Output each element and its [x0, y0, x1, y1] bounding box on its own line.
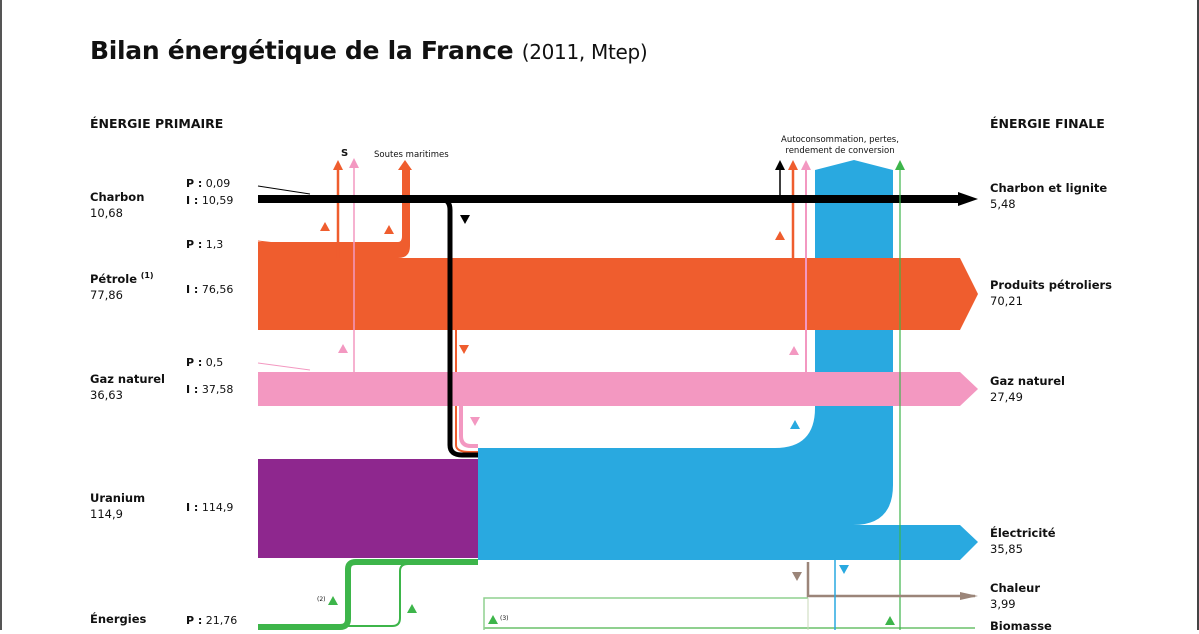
triangle-up-icon	[885, 616, 895, 625]
header-primary: ÉNERGIE PRIMAIRE	[90, 116, 224, 131]
charbon-i: I : 10,59	[186, 194, 234, 207]
note-2: (2)	[317, 596, 326, 603]
renouvelables-chaleur	[483, 597, 808, 630]
label-soutes-maritimes: Soutes maritimes	[374, 150, 449, 160]
flow-electricite	[478, 160, 978, 560]
label-autoconsommation: Autoconsommation, pertes, rendement de co…	[770, 135, 910, 157]
value: 70,21	[990, 294, 1023, 308]
value: 5,48	[990, 197, 1016, 211]
final-petrole: Produits pétroliers 70,21	[990, 277, 1112, 309]
arrow-up-icon	[895, 160, 905, 170]
primary-charbon: Charbon 10,68	[90, 189, 144, 221]
name: Chaleur	[990, 581, 1040, 595]
direction-markers	[320, 215, 895, 625]
flow-gaz	[258, 372, 978, 406]
charbon-p: P : 0,09	[186, 177, 231, 190]
triangle-up-icon	[790, 420, 800, 429]
final-biomasse: Biomasse	[990, 618, 1052, 634]
flow-petrole	[258, 258, 978, 330]
triangle-up-icon	[789, 346, 799, 355]
triangle-down-icon	[460, 215, 470, 224]
petrole-p: P : 1,3	[186, 238, 224, 251]
value: 10,68	[90, 206, 123, 220]
autoconso-line2: rendement de conversion	[785, 146, 895, 156]
triangle-down-icon	[470, 417, 480, 426]
triangle-down-icon	[792, 572, 802, 581]
triangle-up-icon	[407, 604, 417, 613]
note: (1)	[140, 271, 154, 280]
arrow-right-icon	[960, 592, 978, 600]
primary-gaz: Gaz naturel 36,63	[90, 371, 165, 403]
triangle-up-icon	[338, 344, 348, 353]
subtitle-text: (2011, Mtep)	[521, 40, 648, 64]
final-chaleur: Chaleur 3,99	[990, 580, 1040, 612]
name: Produits pétroliers	[990, 278, 1113, 292]
charbon-p-line	[257, 185, 311, 195]
arrow-right-icon	[958, 192, 978, 206]
renouvelables-branch	[348, 563, 409, 627]
triangle-down-icon	[459, 345, 469, 354]
label-s: S	[341, 148, 349, 159]
name: Énergies	[90, 612, 147, 626]
arrow-up-icon	[801, 160, 811, 170]
arrow-up-icon	[349, 158, 359, 168]
primary-renouvelables: Énergies	[90, 611, 146, 627]
value: 3,99	[990, 597, 1016, 611]
uranium-i: I : 114,9	[186, 501, 234, 514]
petrole-to-elec	[455, 330, 478, 453]
triangle-up-icon	[775, 231, 785, 240]
final-gaz: Gaz naturel 27,49	[990, 373, 1065, 405]
renouvelables-p: P : 21,76	[186, 614, 238, 627]
value: 27,49	[990, 390, 1023, 404]
name: Charbon	[90, 190, 145, 204]
name: Charbon et lignite	[990, 181, 1108, 195]
primary-petrole: Pétrole (1) 77,86	[90, 268, 154, 303]
autoconso-line1: Autoconsommation, pertes,	[781, 135, 899, 145]
triangle-down-icon	[839, 565, 849, 574]
primary-uranium: Uranium 114,9	[90, 490, 145, 522]
arrow-up-icon	[788, 160, 798, 170]
petrole-i: I : 76,56	[186, 283, 234, 296]
final-electricite: Électricité 35,85	[990, 525, 1056, 557]
flow-uranium	[258, 459, 478, 558]
gaz-i: I : 37,58	[186, 383, 234, 396]
value: 35,85	[990, 542, 1023, 556]
name: Uranium	[90, 491, 146, 505]
page-title: Bilan énergétique de la France (2011, Mt…	[90, 36, 648, 65]
title-text: Bilan énergétique de la France	[90, 36, 514, 65]
triangle-up-icon	[328, 596, 338, 605]
gaz-p-line	[257, 362, 311, 371]
header-final: ÉNERGIE FINALE	[990, 116, 1105, 131]
charbon-to-elec	[439, 196, 478, 458]
name: Gaz naturel	[990, 374, 1065, 388]
name: Biomasse	[990, 619, 1052, 633]
arrow-up-icon	[333, 160, 343, 170]
value: 114,9	[90, 507, 123, 521]
final-charbon: Charbon et lignite 5,48	[990, 180, 1107, 212]
name: Électricité	[990, 526, 1056, 540]
arrow-up-icon	[775, 160, 785, 170]
name: Pétrole	[90, 271, 138, 286]
value: 36,63	[90, 388, 123, 402]
value: 77,86	[90, 287, 123, 302]
note-3: (3)	[500, 615, 509, 622]
flow-renouvelables	[258, 559, 478, 630]
name: Gaz naturel	[90, 372, 165, 386]
flow-petrole-top	[258, 160, 412, 258]
petrole-p-line	[257, 240, 311, 248]
gaz-to-elec	[459, 406, 478, 448]
triangle-up-icon	[320, 222, 330, 231]
gaz-p: P : 0,5	[186, 356, 224, 369]
flow-chaleur	[806, 562, 975, 598]
triangle-up-icon	[384, 225, 394, 234]
triangle-up-icon	[488, 615, 498, 624]
